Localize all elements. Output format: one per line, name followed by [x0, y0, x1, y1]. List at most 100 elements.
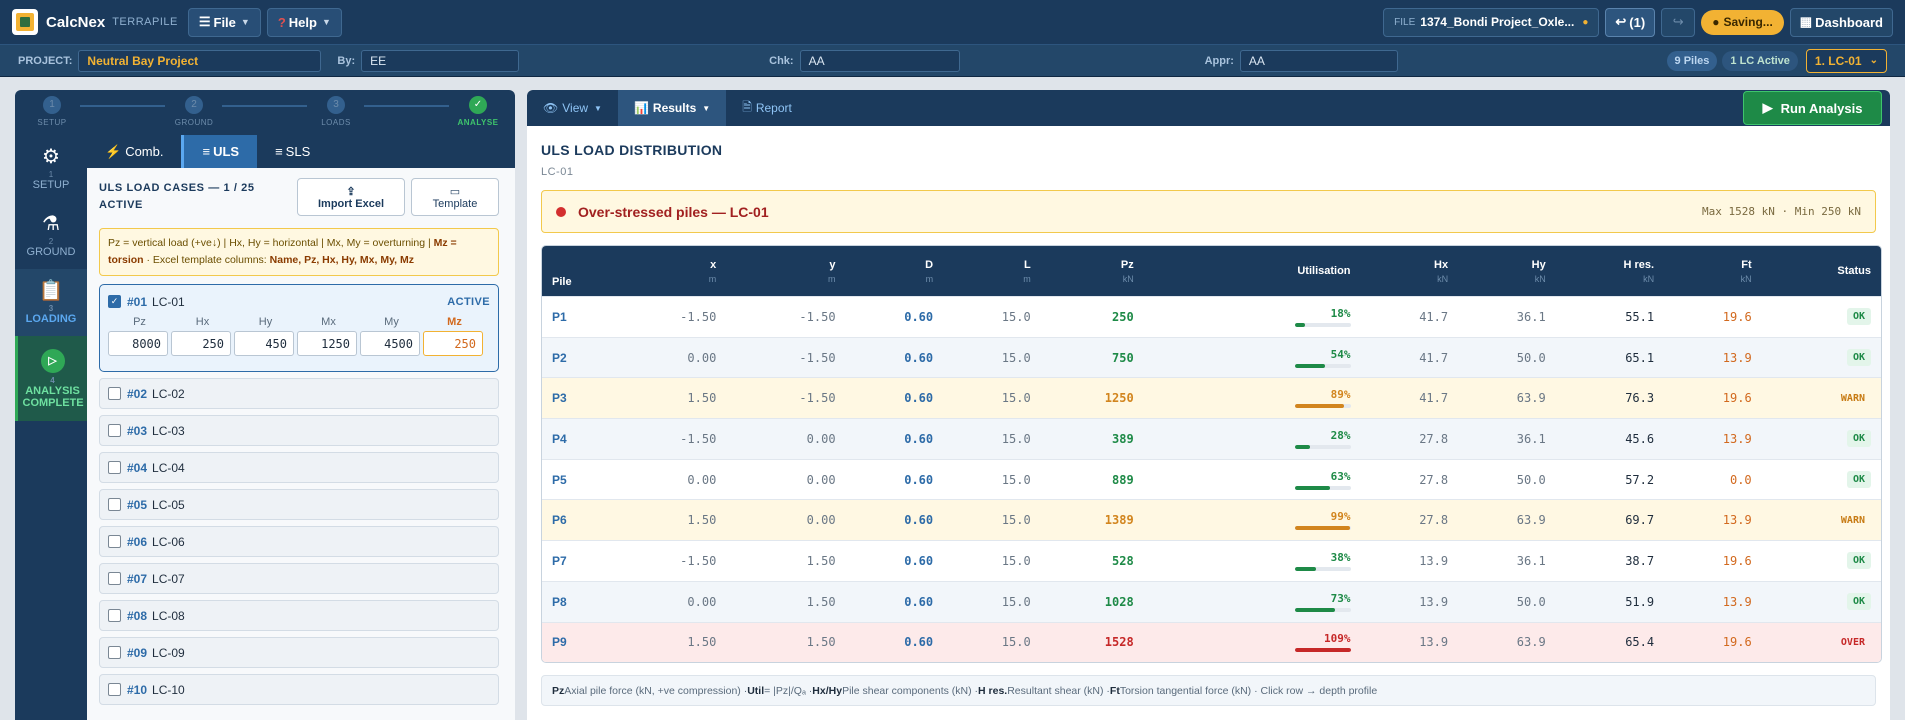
load-case-checkbox[interactable]: [108, 387, 121, 400]
rail-item-analysis[interactable]: ▷ 4 ANALYSIS COMPLETE: [15, 336, 87, 421]
utilisation-meter: 54%: [1294, 348, 1351, 368]
ft-cell: 13.9: [1664, 499, 1762, 541]
utilisation-bar-fill: [1294, 322, 1305, 327]
table-row[interactable]: P9 1.50 1.50 0.60 15.0 1528 109% 13.9 63.9 65.4 19…: [542, 621, 1881, 663]
my-input[interactable]: 4500: [360, 331, 420, 356]
undo-button[interactable]: ↩ (1): [1605, 7, 1656, 37]
hy-input[interactable]: 450: [234, 331, 294, 356]
hy-cell: 63.9: [1458, 499, 1556, 541]
load-case-item[interactable]: #08 LC-08: [99, 600, 499, 631]
file-name-box[interactable]: FILE 1374_Bondi Project_Oxle... ●: [1383, 7, 1600, 37]
status-cell: OK: [1761, 540, 1881, 581]
load-case-name: LC-10: [152, 682, 185, 697]
tab-comb[interactable]: ⚡ Comb.: [105, 143, 164, 160]
load-case-checkbox[interactable]: [108, 498, 121, 511]
load-case-checkbox[interactable]: [108, 609, 121, 622]
pile-cell: P3: [542, 377, 608, 419]
uls-title: ULS LOAD CASES — 1 / 25 ACTIVE: [99, 182, 255, 211]
mx-input[interactable]: 1250: [297, 331, 357, 356]
load-case-select[interactable]: 1. LC-01 ⌄: [1805, 48, 1887, 73]
load-case-checkbox[interactable]: [108, 461, 121, 474]
hy-cell: 50.0: [1458, 336, 1556, 378]
table-row[interactable]: P6 1.50 0.00 0.60 15.0 1389 99% 27.8 63.9 69.7 13.…: [542, 499, 1881, 541]
load-case-checkbox[interactable]: [108, 572, 121, 585]
column-name: Hx: [1434, 258, 1449, 271]
utilisation-meter: 109%: [1294, 632, 1351, 653]
app-logo: [12, 9, 38, 35]
load-case-item[interactable]: #02 LC-02: [99, 378, 499, 409]
load-case-item[interactable]: #09 LC-09: [99, 637, 499, 668]
footnote-text: Torsion tangential force (kN) · Click ro…: [1119, 684, 1378, 697]
y-cell: 0.00: [726, 499, 846, 541]
column-header: Hy kN: [1458, 246, 1556, 296]
project-name-input[interactable]: Neutral Bay Project: [78, 49, 322, 72]
pz-cell: 1250: [1040, 377, 1144, 419]
load-case-item[interactable]: #05 LC-05: [99, 489, 499, 520]
import-excel-button[interactable]: ⇪ Import Excel: [297, 178, 405, 216]
pile-cell: P2: [542, 336, 608, 378]
mz-input[interactable]: 250: [423, 331, 483, 356]
x-cell: -1.50: [607, 418, 727, 459]
pile-cell: P6: [542, 499, 608, 541]
hx-cell: 41.7: [1360, 377, 1459, 419]
load-case-item[interactable]: #03 LC-03: [99, 415, 499, 446]
d-cell: 0.60: [845, 499, 944, 541]
table-row[interactable]: P1 -1.50 -1.50 0.60 15.0 250 18% 41.7 36.1 55.1 19…: [542, 296, 1881, 337]
by-input[interactable]: EE: [361, 49, 520, 72]
table-row[interactable]: P2 0.00 -1.50 0.60 15.0 750 54% 41.7 50.0 65.1 13.…: [542, 336, 1881, 378]
column-header: Ft kN: [1664, 246, 1762, 296]
tab-view[interactable]: 👁 View ▼: [543, 101, 602, 115]
load-case-checkbox[interactable]: [108, 646, 121, 659]
load-case-item[interactable]: #04 LC-04: [99, 452, 499, 483]
pz-cell: 389: [1040, 418, 1144, 459]
status-badge: OK: [1846, 308, 1871, 326]
status-cell: OK: [1761, 580, 1881, 622]
load-case-item[interactable]: #07 LC-07: [99, 563, 499, 594]
table-row[interactable]: P7 -1.50 1.50 0.60 15.0 528 38% 13.9 36.1 38.7 19.…: [542, 540, 1881, 581]
tab-report[interactable]: 🗎 Report: [726, 90, 808, 126]
table-row[interactable]: P3 1.50 -1.50 0.60 15.0 1250 89% 41.7 63.9 76.3 19…: [542, 377, 1881, 419]
hy-cell: 50.0: [1458, 580, 1556, 622]
x-cell: -1.50: [607, 540, 727, 581]
step-setup[interactable]: 1 SETUP: [22, 96, 82, 127]
hx-cell: 41.7: [1360, 296, 1459, 337]
ft-cell: 0.0: [1664, 458, 1762, 500]
load-case-checkbox[interactable]: [108, 424, 121, 437]
d-cell: 0.60: [845, 296, 944, 337]
template-button[interactable]: ▭ Template: [411, 178, 499, 216]
table-row[interactable]: P8 0.00 1.50 0.60 15.0 1028 73% 13.9 50.0 51.9 13.…: [542, 580, 1881, 622]
dashboard-button[interactable]: ▦ Dashboard: [1789, 7, 1893, 37]
y-cell: 0.00: [726, 418, 846, 459]
table-row[interactable]: P5 0.00 0.00 0.60 15.0 889 63% 27.8 50.0 57.2 0.0 O…: [542, 458, 1881, 500]
load-case-item[interactable]: #06 LC-06: [99, 526, 499, 557]
file-menu-button[interactable]: ☰ File ▼: [187, 7, 261, 37]
help-menu-button[interactable]: ? Help ▼: [266, 7, 342, 37]
rail-item-setup[interactable]: ⚙ 1 SETUP: [32, 145, 70, 191]
tab-sls[interactable]: ≡ SLS: [275, 144, 311, 159]
step-loads[interactable]: 3 LOADS: [306, 96, 366, 127]
hx-input[interactable]: 250: [171, 331, 231, 356]
column-name: Pile: [552, 276, 572, 288]
utilisation-bar: [1294, 648, 1351, 653]
step-ground[interactable]: 2 GROUND: [164, 96, 224, 127]
hx-cell: 27.8: [1360, 499, 1459, 541]
tab-results[interactable]: 📊 Results ▼: [617, 90, 727, 126]
checked-by-input[interactable]: AA: [799, 49, 960, 72]
redo-button[interactable]: ↪: [1661, 7, 1696, 37]
hy-cell: 63.9: [1458, 377, 1556, 419]
load-case-checkbox[interactable]: ✓: [108, 295, 121, 308]
run-analysis-button[interactable]: ▶ Run Analysis: [1743, 91, 1882, 125]
load-case-item[interactable]: #10 LC-10: [99, 674, 499, 705]
saving-indicator: ● Saving...: [1701, 9, 1784, 35]
load-case-checkbox[interactable]: [108, 535, 121, 548]
approved-by-input[interactable]: AA: [1239, 49, 1398, 72]
load-case-checkbox[interactable]: [108, 683, 121, 696]
status-badge: OVER: [1840, 636, 1865, 648]
tab-uls[interactable]: ≡ ULS: [181, 135, 258, 168]
rail-item-ground[interactable]: ⚗ 2 GROUND: [26, 212, 76, 258]
step-analyse[interactable]: ✓ ANALYSE: [448, 96, 508, 127]
table-row[interactable]: P4 -1.50 0.00 0.60 15.0 389 28% 27.8 36.1 45.6 13.…: [542, 418, 1881, 459]
pz-input[interactable]: 8000: [108, 331, 168, 356]
rail-item-loading[interactable]: 📋 3 LOADING: [15, 269, 87, 336]
load-case-card-active[interactable]: ✓ #01 LC-01 ACTIVE Pz Hx Hy Mx My Mz 8000 250…: [99, 284, 499, 372]
